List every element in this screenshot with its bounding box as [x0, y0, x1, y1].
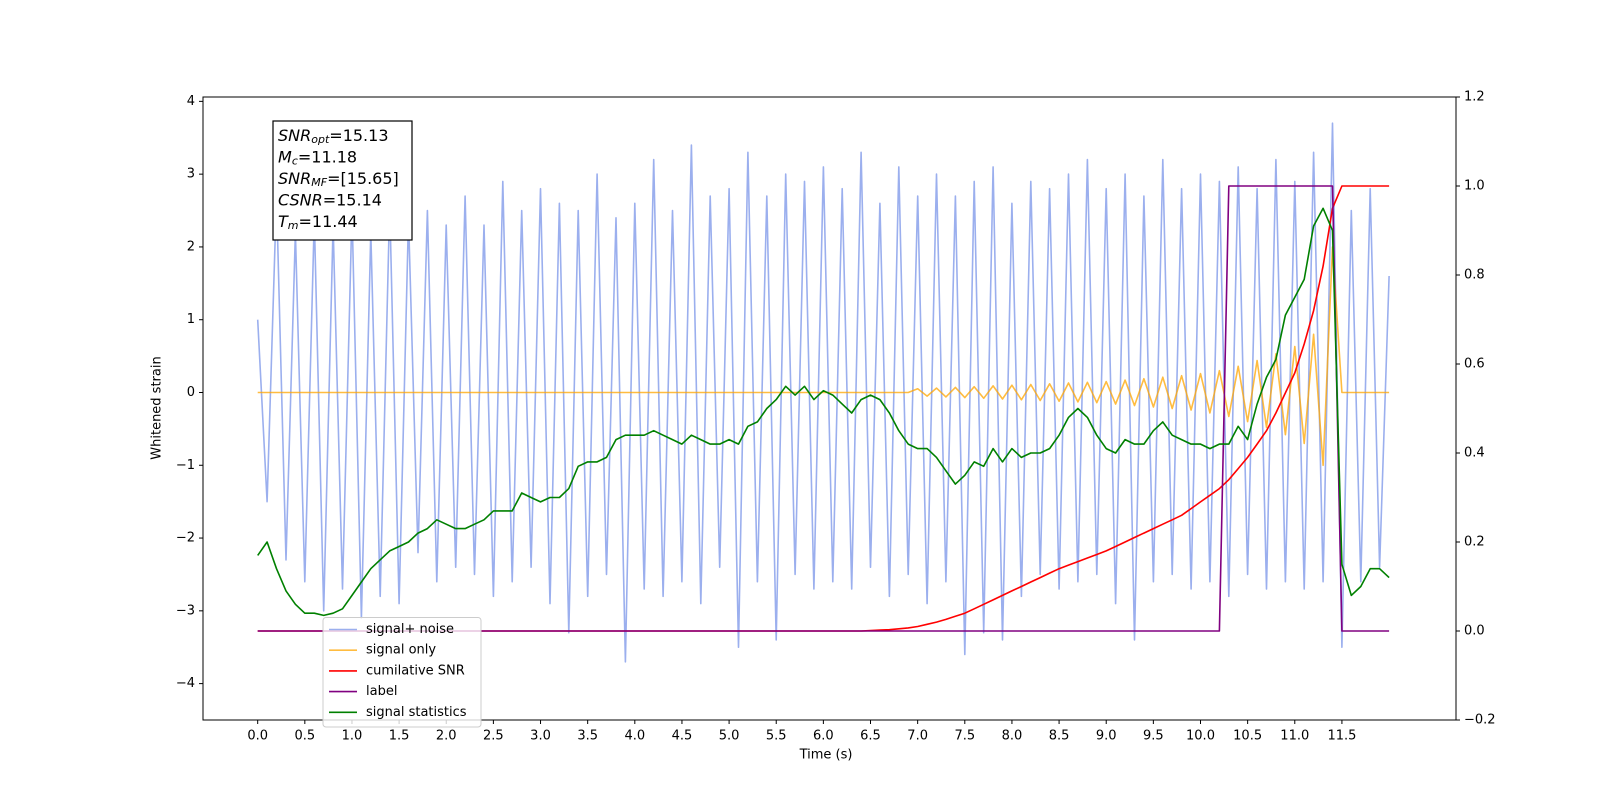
annotation-symbol: M	[278, 147, 292, 166]
y-tick-label: 1	[187, 312, 195, 327]
x-tick-label: 10.0	[1186, 729, 1215, 744]
x-tick-label: 7.0	[907, 729, 928, 744]
x-tick-label: 8.0	[1002, 729, 1023, 744]
annotation-box	[272, 120, 413, 241]
x-tick-label: 1.0	[342, 729, 363, 744]
y-tick-label: 3	[187, 167, 195, 182]
series-line	[257, 207, 1390, 617]
annotation: CSNR=15.14	[278, 190, 382, 209]
y2-tick-label: 0.4	[1464, 446, 1485, 461]
x-tick-label: 0.5	[294, 729, 315, 744]
legend-label: signal only	[366, 643, 436, 658]
y2-tick-label: 0.0	[1464, 624, 1485, 639]
x-tick-label: 9.0	[1096, 729, 1117, 744]
x-tick-label: 0.0	[247, 729, 268, 744]
y-tick-label: −2	[176, 531, 195, 546]
axes-frame	[202, 96, 1457, 721]
x-tick-label: 11.5	[1327, 729, 1356, 744]
legend-label: signal statistics	[366, 705, 467, 720]
y2-tick-label: 1.0	[1464, 179, 1485, 194]
legend-label: signal+ noise	[366, 622, 454, 637]
annotation: SNRopt=15.13	[278, 126, 389, 147]
x-tick-label: 7.5	[954, 729, 975, 744]
series-line	[257, 246, 1390, 467]
annotation: Tm=11.44	[278, 212, 358, 233]
y-axis-label: Whitened strain	[150, 356, 165, 459]
y2-tick-label: −0.2	[1464, 713, 1496, 728]
x-tick-label: 2.5	[483, 729, 504, 744]
y2-tick-label: 1.2	[1464, 90, 1485, 105]
x-tick-label: 6.0	[813, 729, 834, 744]
annotation-subscript: MF	[311, 176, 327, 189]
annotation-value: =11.44	[299, 212, 358, 231]
x-tick-label: 5.0	[719, 729, 740, 744]
x-axis-label: Time (s)	[799, 748, 853, 763]
series-line	[256, 122, 1390, 663]
annotation-symbol: T	[278, 212, 289, 231]
x-tick-label: 8.5	[1049, 729, 1070, 744]
annotation-symbol: SNR	[278, 169, 311, 188]
annotation-symbol: SNR	[278, 126, 311, 145]
y-tick-label: −3	[176, 603, 195, 618]
x-tick-label: 4.5	[672, 729, 693, 744]
legend-label: label	[366, 684, 397, 699]
x-tick-label: 9.5	[1143, 729, 1164, 744]
y-tick-label: 2	[187, 239, 195, 254]
x-tick-label: 6.5	[860, 729, 881, 744]
annotation: SNRMF=[15.65]	[278, 169, 399, 190]
annotation-value: =11.18	[298, 147, 357, 166]
annotation-subscript: m	[288, 219, 299, 232]
x-tick-label: 5.5	[766, 729, 787, 744]
x-tick-label: 1.5	[389, 729, 410, 744]
x-tick-label: 10.5	[1233, 729, 1262, 744]
x-tick-label: 4.0	[624, 729, 645, 744]
annotation-value: =15.14	[323, 190, 382, 209]
x-tick-label: 2.0	[436, 729, 457, 744]
annotation-subscript: opt	[311, 133, 330, 146]
annotation-value: =[15.65]	[327, 169, 399, 188]
y2-tick-label: 0.8	[1464, 268, 1485, 283]
y2-tick-label: 0.6	[1464, 357, 1485, 372]
annotation-subscript: c	[292, 155, 298, 168]
y-tick-label: 0	[187, 385, 195, 400]
y2-tick-label: 0.2	[1464, 535, 1485, 550]
y-tick-label: −4	[176, 676, 195, 691]
x-tick-label: 3.5	[577, 729, 598, 744]
x-tick-label: 11.0	[1280, 729, 1309, 744]
y-tick-label: −1	[176, 458, 195, 473]
legend-box	[322, 617, 482, 728]
annotation-symbol: CSNR	[278, 190, 323, 209]
annotation: Mc=11.18	[278, 147, 357, 168]
x-tick-label: 3.0	[530, 729, 551, 744]
y-tick-label: 4	[187, 94, 195, 109]
legend-label: cumilative SNR	[366, 663, 465, 678]
annotation-value: =15.13	[329, 126, 388, 145]
